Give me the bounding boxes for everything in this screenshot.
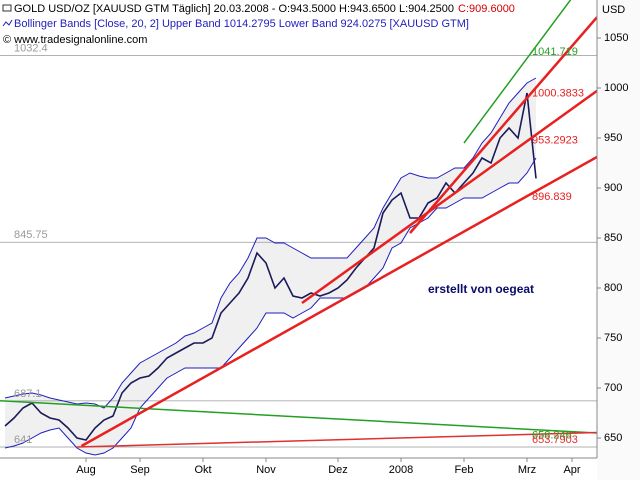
band-fill [5,78,536,455]
close-value: C:909.6000 [458,3,515,15]
y-axis-label: USD [602,4,625,16]
x-tick-label: Nov [256,464,276,476]
copyright: © www.tradesignalonline.com [3,34,147,46]
y-tick-label: 1050 [604,32,628,44]
y-tick-label: 700 [604,382,622,394]
icon [2,4,12,12]
level-label: 1032.4 [14,43,48,55]
trendline-label: 1000.3833 [532,88,584,100]
y-tick-label: 650 [604,432,622,444]
y-tick-label: 850 [604,232,622,244]
plot-area [0,0,597,456]
y-tick-label: 800 [604,282,622,294]
trendline [0,399,597,434]
trendline-label: 953.2923 [532,135,578,147]
trendline-label: 658.246 [532,430,572,442]
x-tick-label: Dez [328,464,348,476]
level-label: 641 [14,434,32,446]
x-tick-label: Sep [130,464,150,476]
y-tick-label: 1000 [604,82,628,94]
x-tick-label: 2008 [389,464,413,476]
trendline [301,89,597,305]
trendline [76,431,597,448]
axis-panel [597,0,640,480]
y-tick-label: 750 [604,332,622,344]
trendline-label: 896.839 [532,191,572,203]
band-line [4,157,537,456]
y-tick-label: 900 [604,182,622,194]
x-tick-label: Feb [455,464,474,476]
trendline-label: 653.7903 [532,434,578,446]
level-label: 687.1 [14,388,42,400]
trendline-label: 1041.719 [532,46,578,58]
trendline [409,16,597,234]
x-tick-label: Apr [563,464,580,476]
band-line [4,77,537,409]
trendline [80,155,597,448]
x-tick-label: Mrz [518,464,536,476]
icon [2,19,13,27]
chart-header: GOLD USD/OZ [XAUUSD GTM Täglich] 20.03.2… [14,3,454,15]
annotation: erstellt von oegeat [428,282,534,296]
x-tick-label: Aug [76,464,96,476]
y-tick-label: 950 [604,132,622,144]
x-tick-label: Okt [194,464,211,476]
trendline [463,0,572,144]
chart-subtitle: Bollinger Bands [Close, 20, 2] Upper Ban… [14,18,469,30]
level-label: 845.75 [14,229,48,241]
price-line [4,92,537,441]
